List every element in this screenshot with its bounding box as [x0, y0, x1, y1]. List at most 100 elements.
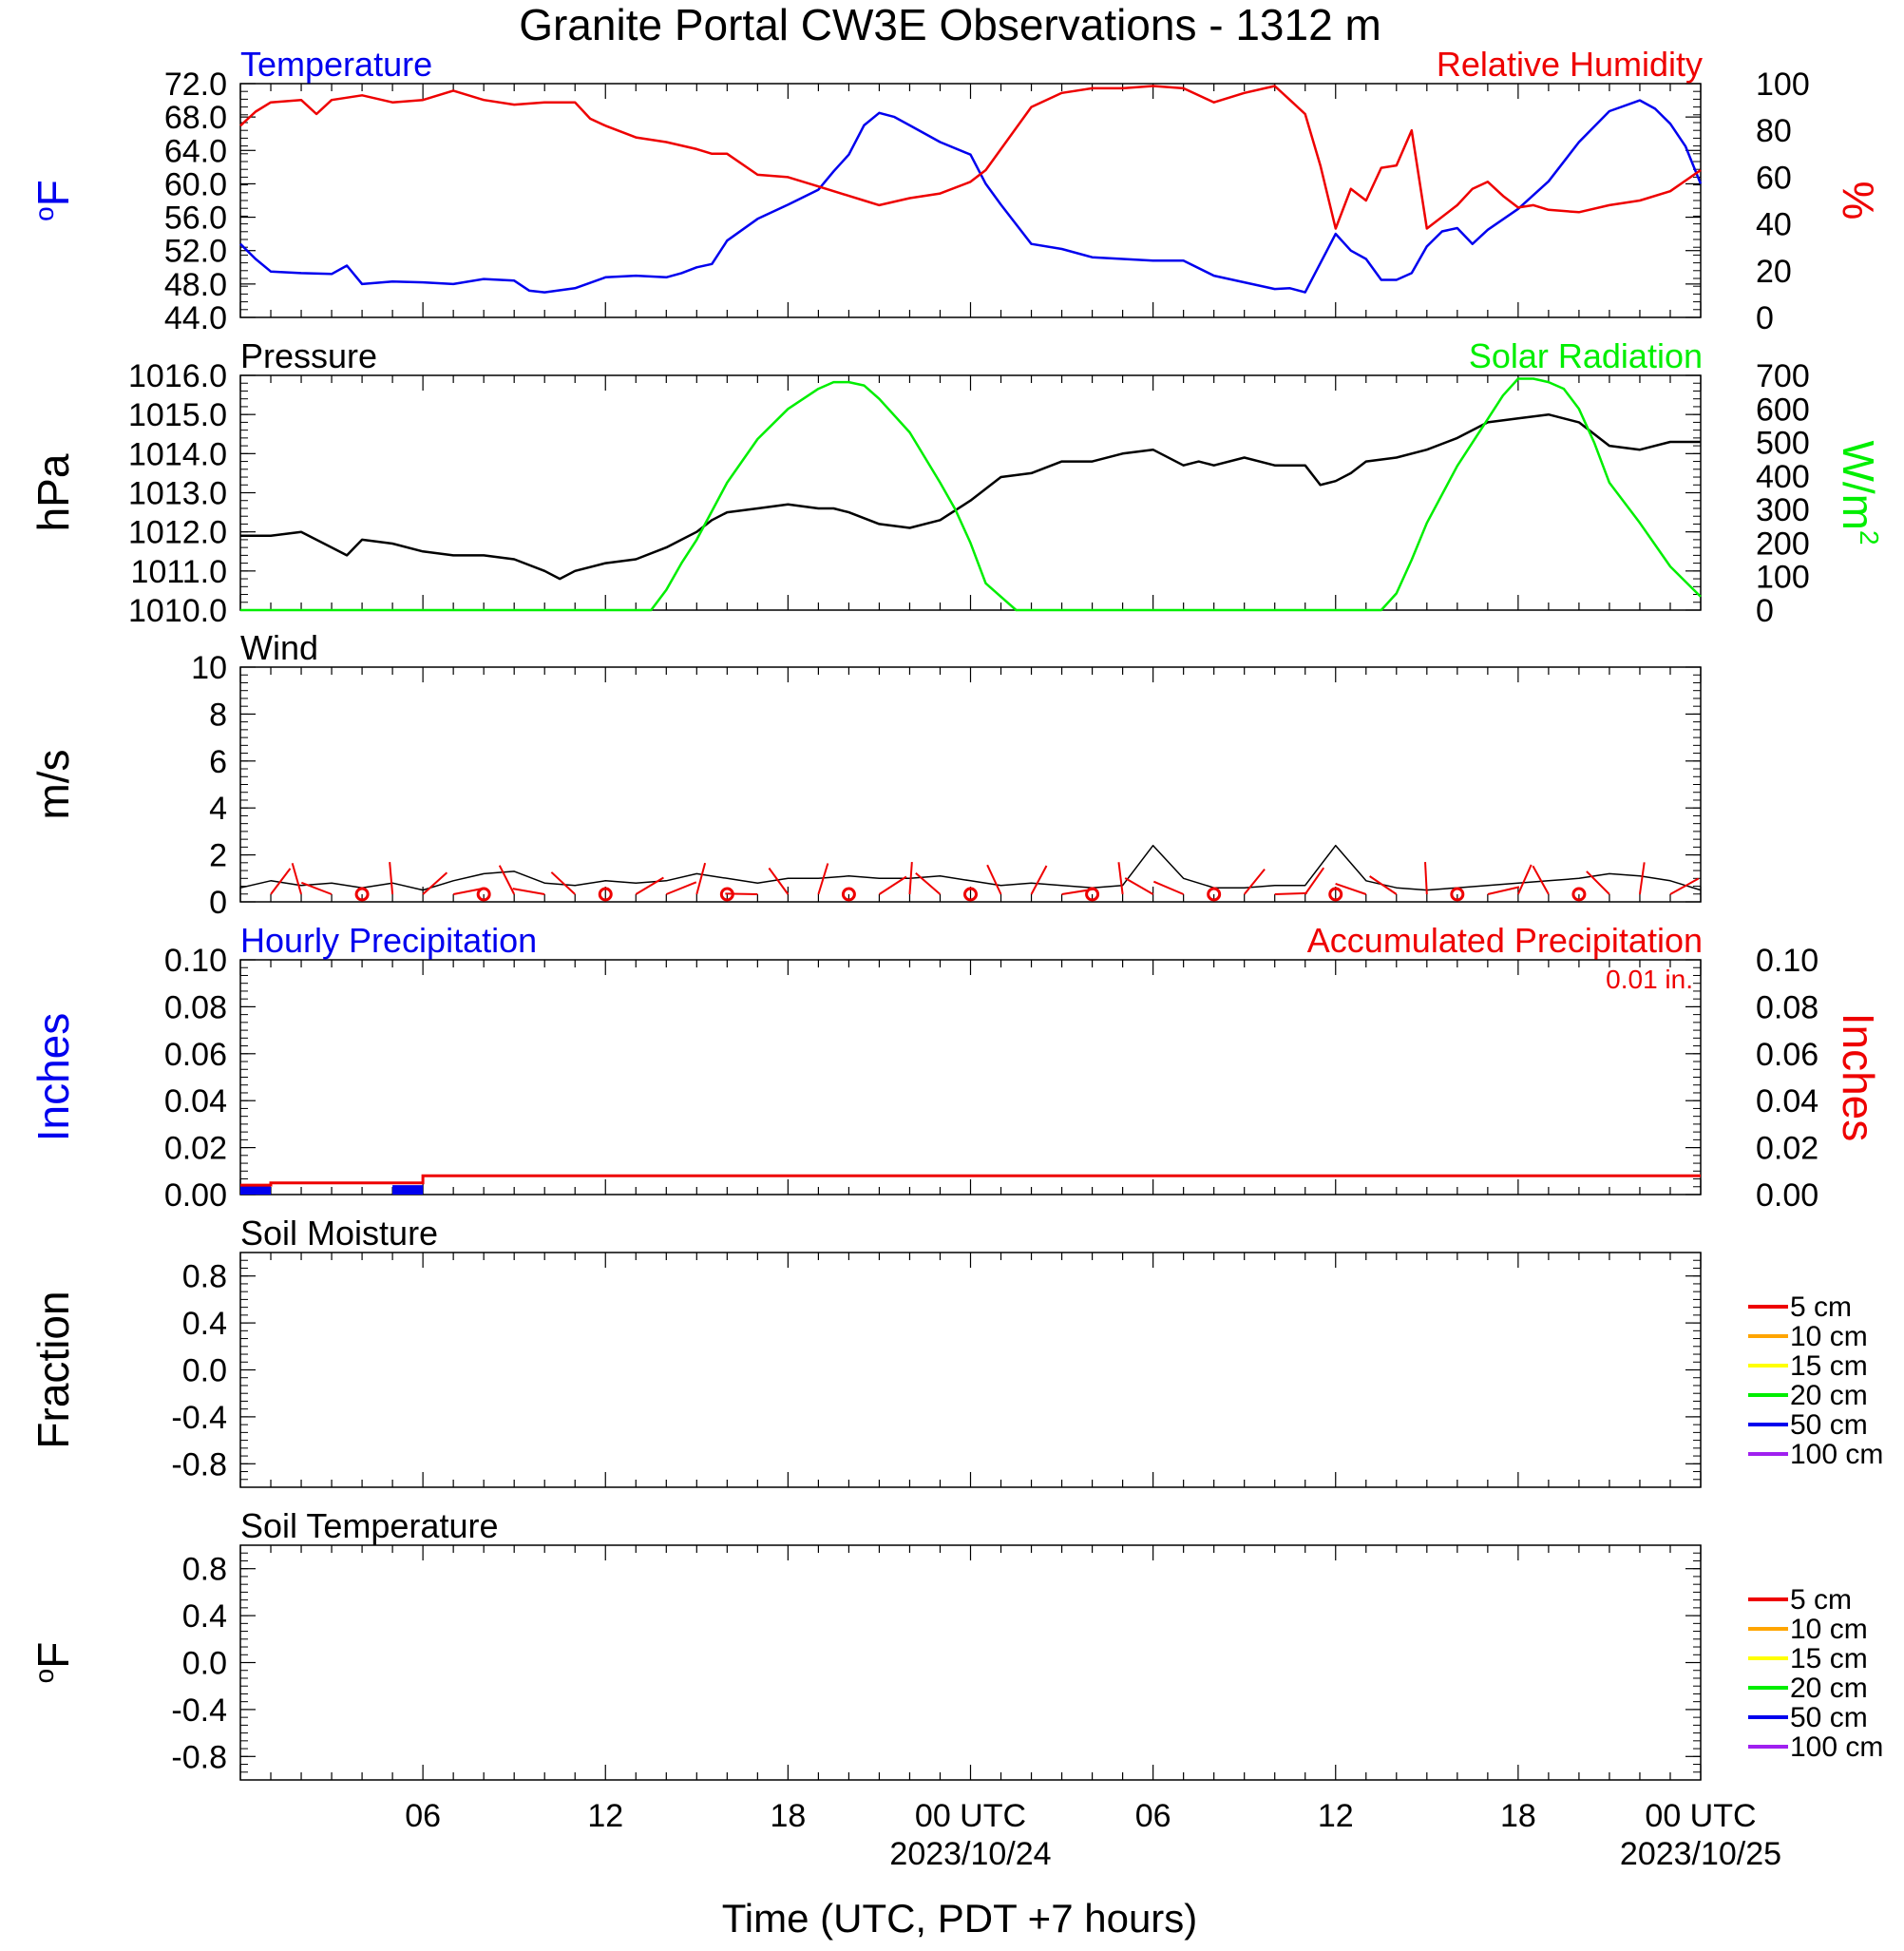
y-axis-label-left: Fraction	[29, 1291, 78, 1448]
x-tick-label: 18	[770, 1798, 806, 1834]
wind-barb	[1335, 882, 1367, 895]
x-tick-label: 18	[1500, 1798, 1536, 1834]
wind-barb	[695, 862, 707, 895]
wind-calm-marker	[598, 887, 613, 902]
wind-barb	[1243, 868, 1266, 895]
wind-barb	[1487, 886, 1520, 895]
y-tick-label-left: 48.0	[164, 267, 227, 303]
legend-label: 20 cm	[1790, 1673, 1868, 1704]
y-tick-label-left: 0.04	[164, 1083, 227, 1119]
wind-barb	[878, 875, 907, 895]
y-tick-label-left: -0.4	[171, 1693, 227, 1729]
x-tick-label: 12	[1318, 1798, 1354, 1834]
y-tick-label-left: -0.8	[171, 1739, 227, 1775]
y-tick-label-left: 68.0	[164, 100, 227, 136]
y-tick-label-right: 0.00	[1756, 1177, 1818, 1214]
panel-title-right: Accumulated Precipitation	[1307, 921, 1703, 960]
wind-barb	[635, 876, 664, 895]
y-tick-label-right: 0.04	[1756, 1083, 1818, 1119]
y-tick-label-left: 0.02	[164, 1131, 227, 1167]
legend-label: 10 cm	[1790, 1321, 1868, 1352]
y-tick-label-right: 0.02	[1756, 1131, 1818, 1167]
y-tick-label-left: 1015.0	[128, 397, 227, 433]
x-tick-label: 06	[1135, 1798, 1171, 1834]
wind-barb	[1117, 862, 1124, 895]
y-tick-label-left: 4	[209, 791, 227, 827]
legend-label: 20 cm	[1790, 1380, 1868, 1411]
y-tick-label-left: 0.4	[182, 1306, 227, 1342]
y-tick-label-right: 60	[1756, 160, 1792, 196]
panels-group: 72.068.064.060.056.052.048.044.010080604…	[29, 45, 1884, 1781]
wind-barb	[422, 871, 448, 895]
y-tick-label-left: 0.4	[182, 1598, 227, 1635]
y-tick-label-left: 1014.0	[128, 436, 227, 472]
y-tick-label-right: 0.10	[1756, 943, 1818, 979]
y-tick-label-right: 40	[1756, 207, 1792, 243]
hourly-precip-bar	[240, 1185, 272, 1195]
y-tick-label-left: 64.0	[164, 133, 227, 169]
wind-calm-marker	[1450, 887, 1465, 902]
y-tick-label-left: -0.8	[171, 1446, 227, 1482]
y-tick-label-left: 0.10	[164, 943, 227, 979]
series-line-temperature	[239, 99, 1703, 294]
y-tick-label-left: 0.0	[182, 1646, 227, 1682]
legend-label: 10 cm	[1790, 1614, 1868, 1645]
y-tick-label-right: 100	[1756, 560, 1810, 596]
accumulated-precip-line	[240, 1174, 1701, 1187]
y-tick-label-left: 60.0	[164, 166, 227, 202]
y-axis-label-right: Inches	[1834, 1013, 1883, 1142]
y-axis-label-left: oF	[29, 180, 78, 221]
wind-barb	[1532, 865, 1550, 895]
y-axis-label-left: Inches	[29, 1013, 78, 1142]
y-tick-label-left: 10	[191, 650, 227, 686]
y-tick-label-right: 0.08	[1756, 989, 1818, 1025]
y-tick-label-left: 72.0	[164, 67, 227, 103]
y-axis-label-left: oF	[29, 1642, 78, 1684]
legend-label: 15 cm	[1790, 1643, 1868, 1674]
wind-calm-marker	[476, 887, 491, 902]
wind-barb	[1152, 880, 1185, 895]
y-tick-label-left: 56.0	[164, 201, 227, 237]
y-tick-label-right: 700	[1756, 358, 1810, 394]
y-tick-label-right: 600	[1756, 392, 1810, 428]
wind-barb	[512, 888, 545, 895]
wind-calm-marker	[1328, 887, 1343, 902]
y-tick-label-left: 0.8	[182, 1552, 227, 1588]
hourly-precip-bar	[392, 1185, 424, 1195]
wind-barb	[270, 868, 292, 895]
wind-barb	[768, 867, 790, 895]
panel-wind: 10 8 6 4 2 0 Wind m/s	[29, 628, 1702, 921]
panel-soil-moisture: 0.8 0.4 0.0 -0.4 -0.8 Soil Moisture Fraction 5 …	[29, 1214, 1883, 1488]
y-tick-label-right: 500	[1756, 426, 1810, 462]
panel-title-left: Hourly Precipitation	[240, 921, 537, 960]
x-tick-label: 12	[587, 1798, 623, 1834]
legend-label: 15 cm	[1790, 1350, 1868, 1382]
y-tick-label-left: 0.00	[164, 1177, 227, 1214]
y-tick-label-left: 1016.0	[128, 358, 227, 394]
y-tick-label-left: 44.0	[164, 300, 227, 336]
wind-barb	[1424, 861, 1428, 895]
y-tick-label-left: -0.4	[171, 1400, 227, 1436]
wind-calm-marker	[354, 887, 370, 902]
wind-barb	[1304, 867, 1325, 895]
x-tick-label: 00 UTC	[1645, 1798, 1756, 1834]
y-axis-label-right: W/m2	[1834, 440, 1884, 545]
wind-barb	[908, 862, 913, 895]
y-tick-label-left: 1010.0	[128, 593, 227, 629]
wind-barb	[1586, 870, 1610, 895]
y-tick-label-right: 400	[1756, 459, 1810, 495]
precip-note: 0.01 in.	[1606, 965, 1693, 994]
wind-calm-marker	[1085, 887, 1100, 902]
wind-barb	[1669, 877, 1700, 895]
wind-barb	[550, 871, 576, 895]
legend-label: 100 cm	[1790, 1439, 1883, 1470]
wind-barb	[915, 871, 942, 895]
y-tick-label-right: 80	[1756, 113, 1792, 149]
wind-barb	[1274, 891, 1307, 895]
y-axis-label-left: hPa	[29, 453, 78, 531]
y-tick-label-right: 20	[1756, 254, 1792, 290]
y-axis-label-right: %	[1834, 182, 1883, 220]
chart-title: Granite Portal CW3E Observations - 1312 …	[519, 0, 1381, 49]
